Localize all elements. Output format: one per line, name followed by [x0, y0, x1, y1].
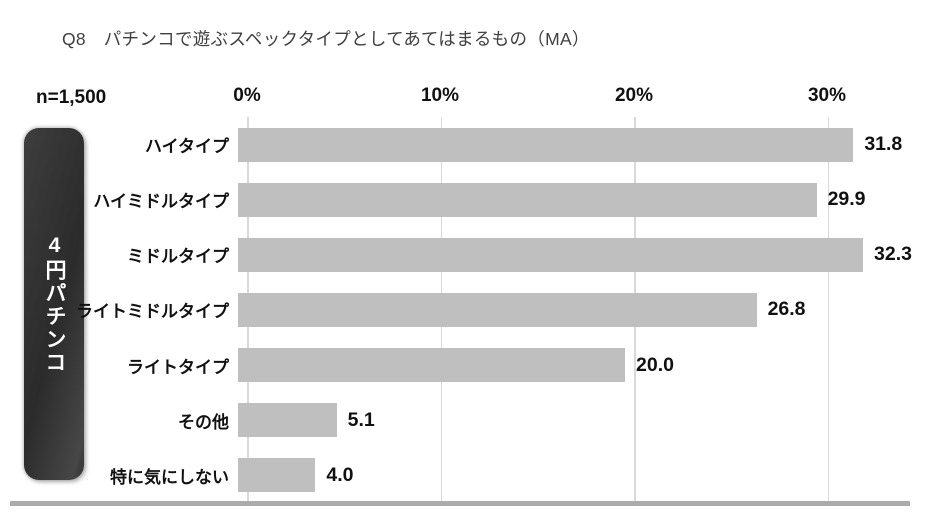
bar-row: ミドルタイプ 32.3: [0, 227, 940, 282]
bar-row: 特に気にしない 4.0: [0, 448, 940, 503]
bar-row: ライトミドルタイプ 26.8: [0, 282, 940, 337]
bar: [238, 182, 817, 217]
bar-rows: ハイタイプ 31.8 ハイミドルタイプ 29.9 ミドルタイプ 32.3 ライト…: [0, 117, 940, 503]
bar: [238, 292, 757, 327]
bar: [238, 458, 316, 493]
bar: [238, 237, 863, 272]
category-label: ミドルタイプ: [127, 247, 229, 267]
group-pill-label: 4円パチンコ: [43, 234, 66, 374]
sample-size-label: n=1,500: [36, 87, 107, 108]
value-label: 20.0: [636, 353, 674, 376]
gridline-30pct: [827, 117, 829, 503]
value-label: 29.9: [827, 188, 866, 211]
bar-row: その他 5.1: [0, 393, 940, 448]
value-label: 31.8: [864, 133, 903, 156]
value-label: 4.0: [326, 463, 354, 486]
x-axis-tick-0: 0%: [233, 85, 261, 106]
value-label: 26.8: [767, 298, 806, 321]
group-pill: 4円パチンコ: [24, 128, 84, 480]
bar-row: ハイタイプ 31.8: [0, 117, 940, 172]
bar: [238, 127, 854, 162]
category-label: ハイタイプ: [145, 137, 229, 157]
category-label: ライトタイプ: [127, 357, 229, 377]
chart-title: Q8 パチンコで遊ぶスペックタイプとしてあてはまるもの（MA）: [62, 29, 590, 49]
category-label: 特に気にしない: [110, 467, 229, 487]
category-label: その他: [178, 412, 229, 432]
category-label: ハイミドルタイプ: [93, 192, 229, 212]
value-label: 5.1: [347, 408, 375, 431]
bar: [238, 403, 337, 438]
bar-row: ライトタイプ 20.0: [0, 338, 940, 393]
bar-row: ハイミドルタイプ 29.9: [0, 172, 940, 227]
value-label: 32.3: [874, 243, 912, 266]
x-axis-tick-20: 20%: [614, 85, 654, 106]
x-axis-tick-30: 30%: [807, 85, 847, 106]
bottom-divider-line: [10, 501, 910, 506]
x-axis-tick-10: 10%: [420, 85, 460, 106]
category-label: ライトミドルタイプ: [76, 302, 229, 322]
bar: [238, 348, 625, 383]
